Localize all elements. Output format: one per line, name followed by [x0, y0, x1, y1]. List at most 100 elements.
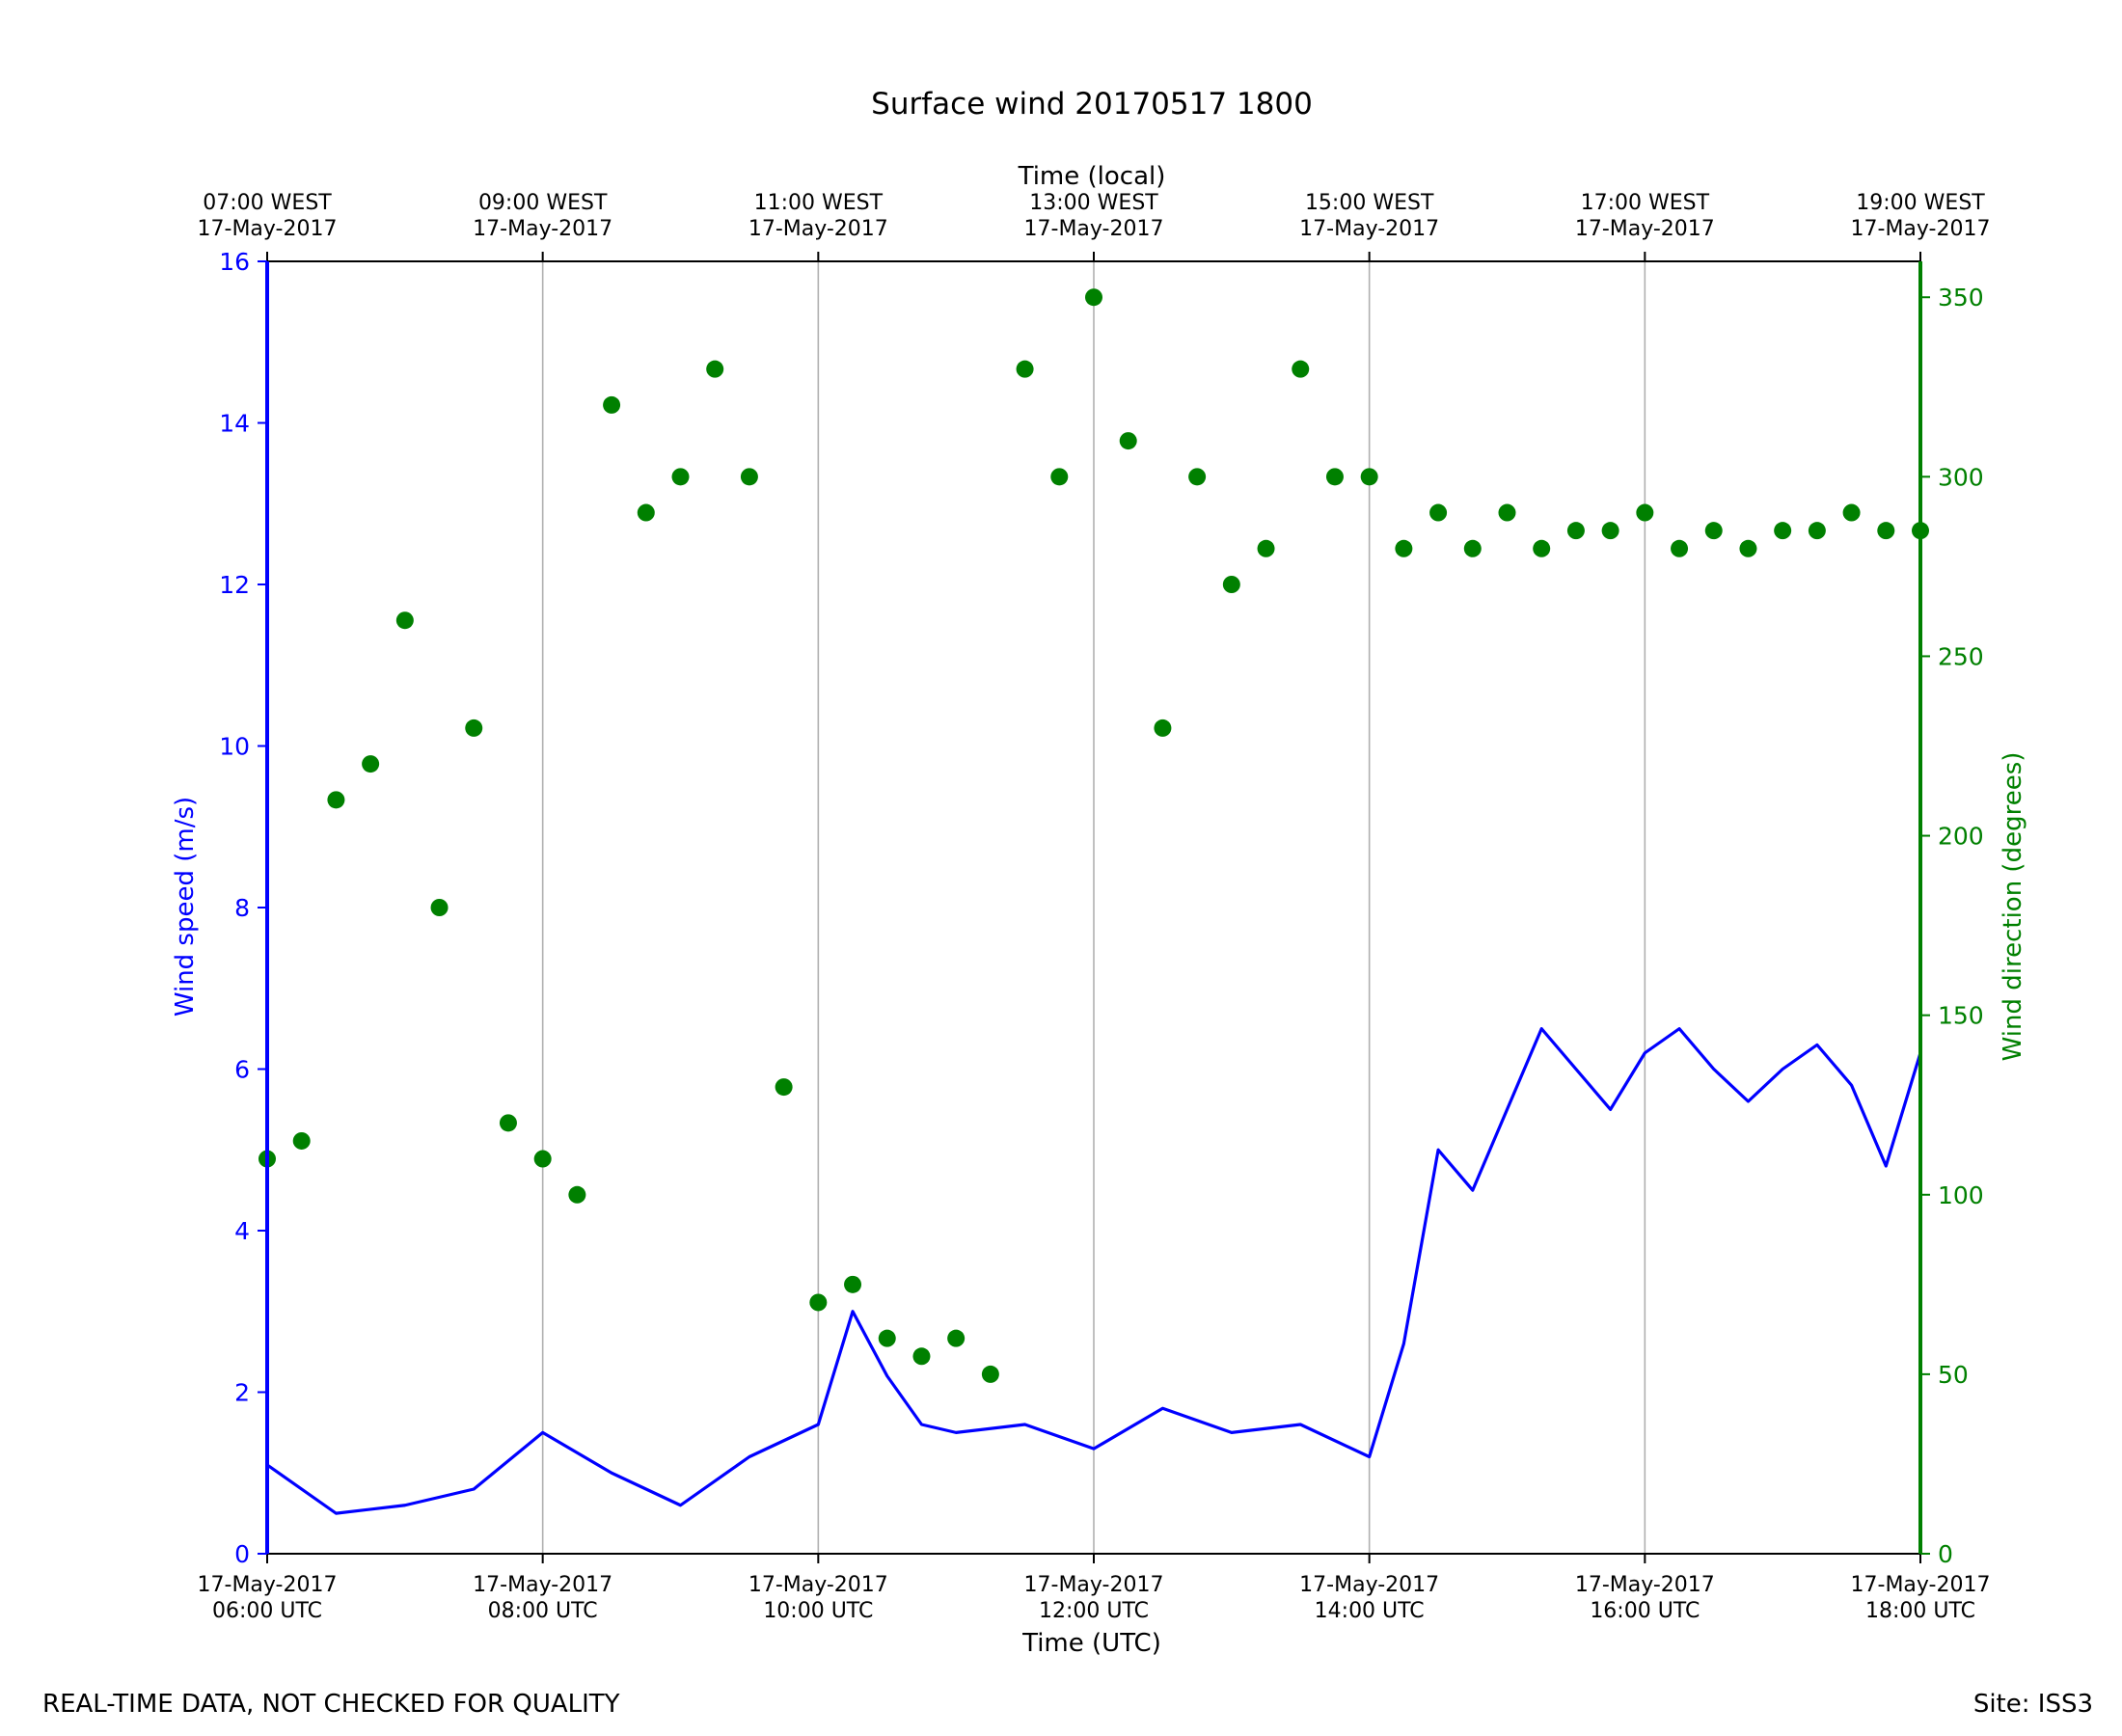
wind-direction-point	[1842, 503, 1861, 522]
y-tick-label-left: 10	[219, 733, 250, 761]
y-tick-label-left: 2	[234, 1379, 250, 1407]
y-tick-label-left: 8	[234, 894, 250, 922]
top-tick-label-time: 17:00 WEST	[1581, 191, 1710, 215]
y-tick-label-left: 14	[219, 410, 250, 438]
x-tick-label-time: 14:00 UTC	[1315, 1599, 1425, 1623]
top-tick-label-time: 09:00 WEST	[478, 191, 608, 215]
wind-direction-point	[362, 755, 380, 773]
wind-direction-point	[637, 503, 655, 522]
wind-direction-point	[1498, 503, 1516, 522]
left-axis-label: Wind speed (m/s)	[171, 797, 200, 1017]
wind-direction-point	[1188, 468, 1207, 486]
right-axis-label: Wind direction (degrees)	[1999, 752, 2027, 1062]
wind-direction-point	[844, 1275, 862, 1293]
y-tick-label-left: 16	[219, 248, 250, 276]
chart-title: Surface wind 20170517 1800	[871, 87, 1313, 122]
wind-direction-point	[430, 899, 449, 916]
wind-direction-point	[1325, 468, 1344, 486]
wind-direction-point	[1154, 719, 1172, 737]
y-tick-label-right: 150	[1938, 1002, 1984, 1030]
x-tick-label-date: 17-May-2017	[1299, 1573, 1439, 1597]
top-tick-label-date: 17-May-2017	[1024, 217, 1164, 241]
wind-direction-point	[775, 1078, 793, 1097]
quality-disclaimer: REAL-TIME DATA, NOT CHECKED FOR QUALITY	[42, 1690, 620, 1719]
top-tick-label-date: 17-May-2017	[1299, 217, 1439, 241]
wind-direction-point	[1257, 539, 1275, 557]
y-tick-label-right: 200	[1938, 823, 1984, 851]
wind-direction-point	[809, 1293, 828, 1312]
wind-direction-point	[327, 791, 345, 809]
y-tick-label-right: 50	[1938, 1361, 1969, 1389]
wind-direction-point	[1533, 539, 1551, 557]
wind-direction-point	[533, 1150, 552, 1168]
top-tick-label-date: 17-May-2017	[748, 217, 888, 241]
x-tick-label-time: 10:00 UTC	[763, 1599, 873, 1623]
top-axis-label: Time (local)	[1018, 162, 1166, 191]
y-tick-label-left: 6	[234, 1056, 250, 1084]
wind-direction-point	[499, 1114, 517, 1132]
y-tick-label-right: 350	[1938, 284, 1984, 312]
wind-speed-line	[266, 1027, 1922, 1515]
wind-direction-point	[671, 468, 690, 486]
wind-direction-point	[1360, 468, 1378, 486]
wind-direction-point	[1085, 288, 1102, 307]
wind-direction-point	[1704, 522, 1723, 540]
top-tick-label-date: 17-May-2017	[473, 217, 612, 241]
x-tick-label-time: 08:00 UTC	[488, 1599, 598, 1623]
x-tick-label-time: 18:00 UTC	[1865, 1599, 1975, 1623]
y-tick-label-left: 12	[219, 571, 250, 599]
wind-direction-point	[1808, 522, 1826, 540]
bottom-axis-label: Time (UTC)	[1021, 1629, 1161, 1658]
wind-direction-point	[1119, 432, 1137, 450]
x-tick-label-date: 17-May-2017	[1575, 1573, 1715, 1597]
wind-direction-point	[1292, 360, 1310, 378]
y-tick-label-left: 0	[234, 1540, 250, 1568]
wind-direction-point	[912, 1347, 931, 1366]
y-tick-label-left: 4	[234, 1217, 250, 1245]
wind-direction-point	[1601, 522, 1619, 540]
wind-direction-point	[1636, 503, 1654, 522]
top-tick-label-time: 07:00 WEST	[203, 191, 332, 215]
wind-direction-point	[1429, 503, 1448, 522]
x-tick-label-date: 17-May-2017	[1851, 1573, 1991, 1597]
x-tick-label-date: 17-May-2017	[1024, 1573, 1164, 1597]
wind-direction-point	[1671, 539, 1689, 557]
wind-direction-point	[1463, 539, 1482, 557]
wind-direction-point	[947, 1329, 966, 1347]
top-tick-label-time: 11:00 WEST	[754, 191, 884, 215]
wind-direction-point	[1016, 360, 1034, 378]
x-tick-label-date: 17-May-2017	[473, 1573, 612, 1597]
wind-direction-point	[568, 1185, 586, 1204]
wind-direction-point	[740, 468, 758, 486]
wind-direction-point	[465, 719, 483, 737]
top-tick-label-date: 17-May-2017	[1851, 217, 1991, 241]
wind-direction-point	[1566, 522, 1585, 540]
wind-direction-point	[292, 1131, 311, 1150]
wind-direction-point	[981, 1365, 999, 1383]
top-tick-label-time: 19:00 WEST	[1856, 191, 1985, 215]
top-tick-label-time: 13:00 WEST	[1029, 191, 1158, 215]
top-tick-label-date: 17-May-2017	[198, 217, 338, 241]
wind-direction-point	[1877, 522, 1895, 540]
x-tick-label-date: 17-May-2017	[748, 1573, 888, 1597]
wind-direction-point	[1739, 539, 1757, 557]
x-tick-label-time: 16:00 UTC	[1590, 1599, 1700, 1623]
wind-direction-point	[603, 395, 621, 414]
wind-direction-point	[878, 1329, 896, 1347]
wind-direction-point	[1222, 576, 1240, 593]
x-tick-label-time: 06:00 UTC	[212, 1599, 322, 1623]
x-tick-label-date: 17-May-2017	[198, 1573, 338, 1597]
x-tick-label-time: 12:00 UTC	[1039, 1599, 1149, 1623]
wind-direction-point	[1050, 468, 1069, 486]
wind-direction-point	[395, 611, 414, 630]
wind-direction-point	[706, 360, 724, 378]
y-tick-label-right: 0	[1938, 1540, 1953, 1568]
y-tick-label-right: 100	[1938, 1181, 1984, 1209]
top-tick-label-time: 15:00 WEST	[1305, 191, 1434, 215]
y-tick-label-right: 300	[1938, 463, 1984, 491]
site-label: Site: ISS3	[1972, 1690, 2093, 1719]
y-tick-label-right: 250	[1938, 642, 1984, 670]
wind-direction-point	[1774, 522, 1792, 540]
